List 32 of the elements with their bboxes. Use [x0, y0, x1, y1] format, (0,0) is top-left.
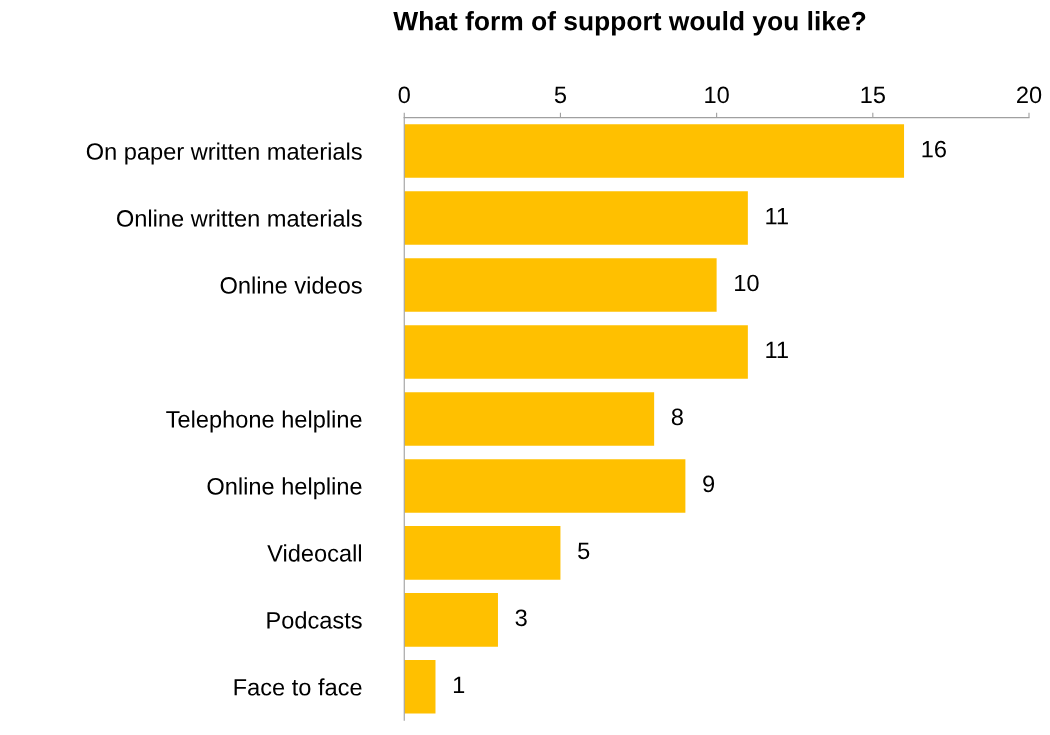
- bar: [404, 124, 905, 178]
- y-tick-label: Podcasts: [267, 611, 362, 629]
- bar: [404, 593, 498, 647]
- y-tick-label: Telephone helpline: [166, 410, 362, 433]
- data-label: 1: [453, 676, 465, 693]
- x-tick-label: 10: [705, 86, 729, 104]
- bar: [404, 325, 748, 379]
- y-tick-label: Videocall: [267, 544, 362, 562]
- y-tick-label: Online helpline: [207, 477, 362, 500]
- bar: [404, 258, 717, 312]
- data-label: 16: [922, 140, 946, 158]
- data-label: 3: [515, 609, 527, 627]
- data-label: 5: [578, 542, 590, 560]
- y-tick-label: On paper written materials: [86, 142, 362, 165]
- x-tick-label: 0: [398, 86, 410, 104]
- y-tick-label: Online written materials: [117, 209, 362, 227]
- x-tick-label: 20: [1017, 86, 1042, 104]
- data-label: 9: [703, 475, 715, 493]
- y-tick-label: Face to face: [234, 678, 362, 696]
- data-label: 10: [735, 274, 759, 292]
- bar: [404, 660, 436, 714]
- data-label: 11: [766, 341, 788, 359]
- chart-title: What form of support would you like?: [393, 11, 866, 36]
- x-tick-label: 15: [861, 86, 885, 104]
- bar: [404, 526, 561, 580]
- data-label: 8: [671, 408, 683, 426]
- data-label: 11: [766, 207, 788, 225]
- x-tick-label: 5: [554, 86, 567, 104]
- y-tick-label: Online videos: [220, 276, 362, 294]
- bar: [404, 459, 686, 513]
- bar: [404, 392, 655, 446]
- bar: [404, 191, 748, 245]
